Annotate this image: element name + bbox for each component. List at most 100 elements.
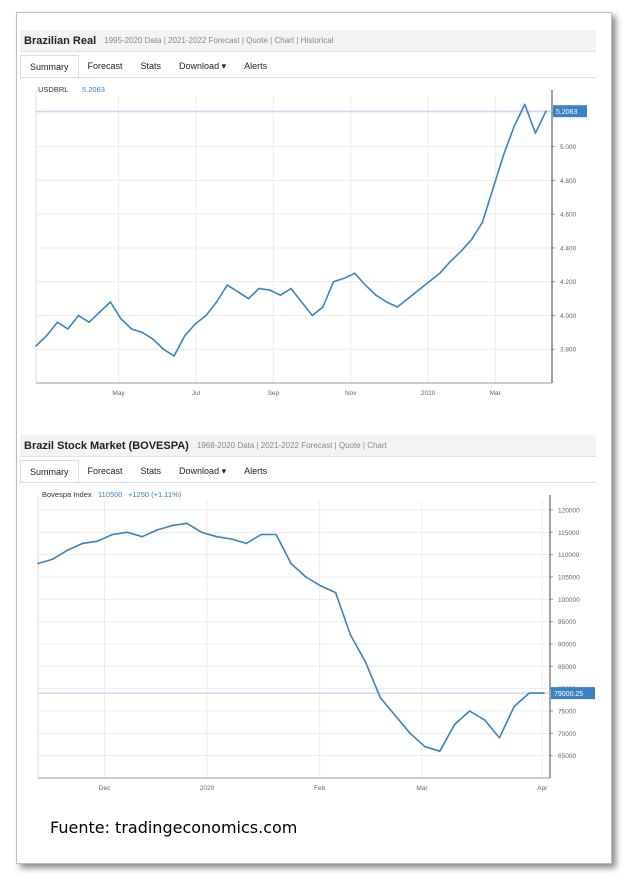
data-point <box>237 291 239 293</box>
last-value-badge <box>553 105 587 118</box>
x-tick-label: Mar <box>490 390 502 397</box>
data-point <box>438 272 441 275</box>
data-point <box>226 284 229 286</box>
series-line <box>35 103 547 357</box>
data-point <box>322 306 324 308</box>
data-point <box>152 338 154 340</box>
title-bar: Brazilian Real 1995-2020 Data | 2021-202… <box>20 30 596 52</box>
data-point <box>173 355 175 357</box>
data-point <box>353 272 356 275</box>
tab-download[interactable]: Download ▾ <box>179 465 227 476</box>
tab-download[interactable]: Download ▾ <box>179 60 227 71</box>
tab-forecast[interactable]: Forecast <box>87 61 123 71</box>
data-point <box>88 321 90 324</box>
data-point <box>98 311 101 313</box>
data-point <box>364 284 367 286</box>
data-point <box>77 314 80 317</box>
y-tick-label: 5.000 <box>560 144 577 151</box>
y-tick-label: 4.200 <box>560 279 577 286</box>
data-point <box>311 314 314 317</box>
data-point <box>513 705 516 708</box>
legend-change: +1250 (+1.11%) <box>128 490 182 499</box>
tab-stats[interactable]: Stats <box>140 61 162 71</box>
tab-alerts[interactable]: Alerts <box>244 61 268 71</box>
bovespa-panel: Brazil Stock Market (BOVESPA) 1968-2020 … <box>20 435 596 800</box>
data-point <box>130 328 133 330</box>
x-tick-label: Nov <box>345 390 357 397</box>
data-point <box>66 549 69 551</box>
data-point <box>96 540 99 543</box>
data-point <box>534 132 537 134</box>
tab-stats[interactable]: Stats <box>140 466 162 476</box>
data-point <box>37 562 39 565</box>
data-point <box>171 524 173 527</box>
data-point <box>183 334 186 337</box>
data-links[interactable]: 1995-2020 Data | 2021-2022 Forecast | Qu… <box>104 36 334 45</box>
y-tick-label: 65000 <box>558 753 576 760</box>
tab-alerts[interactable]: Alerts <box>244 466 268 476</box>
bovespa-chart: Bovespa Index 110500 +1250 (+1.11%) 6500… <box>37 490 595 792</box>
data-point <box>498 736 501 739</box>
tab-forecast[interactable]: Forecast <box>87 466 123 476</box>
data-point <box>45 334 48 337</box>
data-point <box>194 323 197 325</box>
x-tick-label: Jul <box>192 390 201 397</box>
tab-divider <box>20 482 596 483</box>
tab-summary[interactable]: Summary <box>20 460 79 484</box>
y-tick-label: 95000 <box>558 619 576 626</box>
last-value-label: 5.2063 <box>556 109 578 116</box>
data-point <box>492 188 494 190</box>
x-tick-label: May <box>112 390 125 397</box>
data-point <box>258 287 260 290</box>
data-point <box>230 538 233 540</box>
data-point <box>81 542 84 545</box>
data-point <box>468 710 471 712</box>
y-tick-label: 4.600 <box>560 212 577 219</box>
data-point <box>523 103 526 106</box>
chart-title: Brazilian Real <box>24 34 97 47</box>
data-point <box>290 562 292 565</box>
series-line <box>37 522 544 752</box>
chart-title: Brazil Stock Market (BOVESPA) <box>24 439 189 452</box>
data-point <box>268 289 271 291</box>
y-tick-label: 3.800 <box>560 347 577 354</box>
data-links[interactable]: 1968-2020 Data | 2021-2022 Forecast | Qu… <box>196 441 387 450</box>
data-point <box>279 294 282 297</box>
data-point <box>396 306 399 308</box>
data-point <box>460 250 462 253</box>
tab-summary[interactable]: Summary <box>20 55 79 79</box>
x-tick-label: Dec <box>99 785 111 792</box>
data-point <box>470 238 473 241</box>
data-point <box>424 745 426 748</box>
data-point <box>126 531 129 534</box>
data-point <box>109 301 112 303</box>
data-point <box>319 585 322 587</box>
data-point <box>394 714 396 717</box>
data-point <box>52 558 54 560</box>
data-point <box>205 314 207 317</box>
y-tick-label: 120000 <box>558 507 580 514</box>
data-point <box>428 280 430 283</box>
legend-name: USDBRL <box>38 85 68 94</box>
data-point <box>364 661 367 663</box>
data-point <box>483 719 486 721</box>
data-point <box>200 531 203 534</box>
data-point <box>111 533 114 536</box>
data-point <box>375 294 377 297</box>
data-point <box>545 110 547 112</box>
x-tick-label: 2020 <box>200 785 215 792</box>
y-tick-label: 115000 <box>558 530 580 537</box>
data-point <box>305 576 307 578</box>
data-point <box>453 723 456 726</box>
brazilian-real-panel: Brazilian Real 1995-2020 Data | 2021-202… <box>20 30 596 405</box>
data-point <box>186 522 188 525</box>
x-tick-label: 2020 <box>421 390 436 397</box>
y-tick-label: 90000 <box>558 641 576 648</box>
data-point <box>120 318 122 320</box>
data-point <box>543 692 545 694</box>
y-tick-label: 4.800 <box>560 178 577 185</box>
data-point <box>379 696 382 699</box>
y-tick-label: 4.400 <box>560 245 577 252</box>
usdbrl-chart: USDBRL 5.2063 3.800 4.000 4.200 4.400 4.600 4… <box>35 85 587 397</box>
data-point <box>275 533 277 536</box>
